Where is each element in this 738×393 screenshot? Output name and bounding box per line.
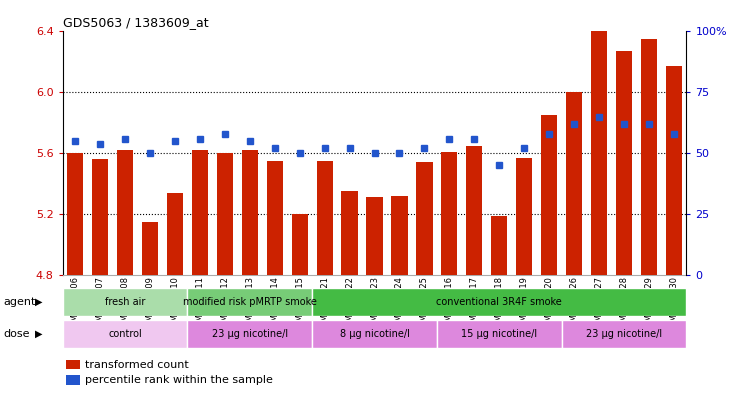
Text: control: control [108,329,142,339]
Bar [266,161,283,275]
Bar [292,214,308,275]
Bar [67,153,83,275]
Bar [192,150,208,275]
Bar [187,320,312,348]
Bar [217,153,233,275]
Text: 23 μg nicotine/l: 23 μg nicotine/l [212,329,288,339]
Bar [312,288,686,316]
Bar [367,197,382,275]
Text: 23 μg nicotine/l: 23 μg nicotine/l [586,329,662,339]
Bar [391,196,407,275]
Bar [63,320,187,348]
Text: transformed count: transformed count [85,360,189,370]
Bar [591,31,607,275]
Bar [63,288,187,316]
Bar [562,320,686,348]
Text: ▶: ▶ [35,297,43,307]
Bar [117,150,133,275]
Text: 15 μg nicotine/l: 15 μg nicotine/l [461,329,537,339]
Text: ▶: ▶ [35,329,43,339]
Bar [566,92,582,275]
Text: agent: agent [4,297,36,307]
Bar [312,320,437,348]
Bar [92,159,108,275]
Bar [416,162,432,275]
Bar [242,150,258,275]
Bar [616,51,632,275]
Bar [441,152,458,275]
Bar [167,193,183,275]
Text: percentile rank within the sample: percentile rank within the sample [85,375,273,385]
Text: modified risk pMRTP smoke: modified risk pMRTP smoke [183,297,317,307]
Bar [641,39,657,275]
Bar [492,216,507,275]
Bar [516,158,532,275]
Text: dose: dose [4,329,30,339]
Text: GDS5063 / 1383609_at: GDS5063 / 1383609_at [63,16,208,29]
Bar [666,66,682,275]
Bar [142,222,158,275]
Bar [437,320,562,348]
Bar [342,191,358,275]
Bar [187,288,312,316]
Bar [466,146,483,275]
Bar [317,161,333,275]
Text: 8 μg nicotine/l: 8 μg nicotine/l [339,329,410,339]
Text: conventional 3R4F smoke: conventional 3R4F smoke [436,297,562,307]
Text: fresh air: fresh air [105,297,145,307]
Bar [541,115,557,275]
